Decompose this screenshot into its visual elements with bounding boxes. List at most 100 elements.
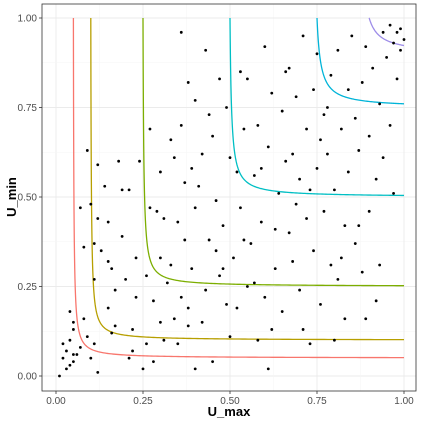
data-point	[329, 73, 333, 77]
data-point	[221, 224, 225, 228]
data-point	[395, 77, 399, 81]
data-point	[176, 220, 180, 224]
data-point	[392, 41, 395, 45]
x-tick-label: 0.75	[307, 396, 327, 407]
data-point	[291, 152, 295, 156]
data-point	[85, 149, 89, 152]
data-point	[58, 374, 61, 378]
data-point	[78, 345, 82, 349]
data-point	[214, 249, 218, 253]
data-point	[169, 263, 173, 267]
data-point	[179, 124, 183, 127]
data-point	[228, 156, 232, 160]
data-point	[68, 310, 72, 313]
data-point	[65, 367, 68, 371]
data-point	[89, 356, 93, 360]
data-point	[65, 349, 68, 353]
data-point	[134, 256, 138, 260]
data-point	[287, 231, 291, 235]
points	[58, 23, 406, 378]
data-point	[68, 363, 72, 367]
data-point	[207, 113, 211, 117]
data-point	[61, 342, 65, 346]
x-axis: 0.00 0.25 0.50 0.75 1.00	[46, 391, 414, 407]
data-point	[131, 328, 134, 331]
data-point	[402, 38, 406, 41]
data-point	[266, 145, 270, 149]
contour-line	[229, 18, 405, 197]
data-point	[103, 184, 107, 188]
data-point	[291, 260, 295, 263]
data-point	[312, 249, 315, 253]
data-point	[218, 274, 221, 278]
data-point	[367, 134, 371, 138]
data-point	[75, 353, 79, 356]
data-point	[85, 335, 89, 339]
data-point	[329, 263, 333, 267]
data-point	[117, 159, 121, 163]
data-point	[221, 267, 225, 270]
contour-line	[316, 17, 405, 105]
data-point	[385, 55, 388, 59]
data-point	[270, 328, 274, 331]
data-point	[110, 331, 114, 335]
data-point	[256, 124, 260, 127]
data-point	[165, 281, 169, 285]
data-point	[308, 342, 312, 346]
data-point	[162, 338, 166, 342]
data-point	[179, 295, 183, 299]
data-point	[239, 70, 242, 74]
data-point	[343, 317, 347, 321]
data-point	[326, 106, 329, 109]
data-point	[148, 206, 152, 210]
data-point	[339, 256, 343, 260]
data-point	[183, 181, 187, 185]
data-point	[145, 342, 148, 346]
data-point	[96, 217, 100, 220]
data-point	[214, 199, 218, 202]
data-point	[148, 127, 152, 131]
data-point	[193, 367, 197, 371]
data-point	[388, 23, 392, 27]
panel-border	[41, 3, 417, 392]
curves	[72, 17, 405, 359]
data-point	[106, 306, 110, 310]
data-point	[333, 338, 336, 342]
contour-line	[90, 18, 404, 341]
data-point	[228, 335, 232, 339]
data-point	[378, 102, 382, 106]
data-point	[395, 30, 399, 34]
data-point	[193, 206, 197, 210]
y-tick-label: 0.25	[18, 282, 38, 293]
data-point	[357, 149, 361, 152]
y-tick-label: 0.50	[18, 193, 38, 204]
data-point	[120, 188, 124, 192]
y-axis-title: U_min	[4, 177, 19, 217]
data-point	[225, 303, 228, 306]
data-point	[120, 234, 124, 238]
data-point	[284, 70, 288, 74]
data-point	[242, 238, 246, 242]
data-point	[92, 277, 96, 281]
data-point	[61, 356, 65, 360]
data-point	[82, 317, 86, 321]
data-point	[298, 288, 301, 292]
data-point	[92, 242, 96, 245]
y-tick-label: 1.00	[18, 14, 38, 25]
data-point	[162, 217, 166, 220]
data-point	[172, 156, 176, 160]
x-tick-label: 1.00	[394, 396, 414, 407]
data-point	[280, 310, 284, 313]
data-point	[374, 299, 378, 303]
data-point	[159, 320, 162, 324]
data-point	[392, 192, 395, 195]
data-point	[152, 299, 155, 303]
data-point	[305, 217, 308, 220]
data-point	[336, 48, 340, 52]
data-point	[176, 342, 180, 346]
data-point	[72, 320, 75, 324]
data-point	[145, 274, 148, 278]
data-point	[312, 88, 315, 91]
data-point	[339, 127, 343, 131]
